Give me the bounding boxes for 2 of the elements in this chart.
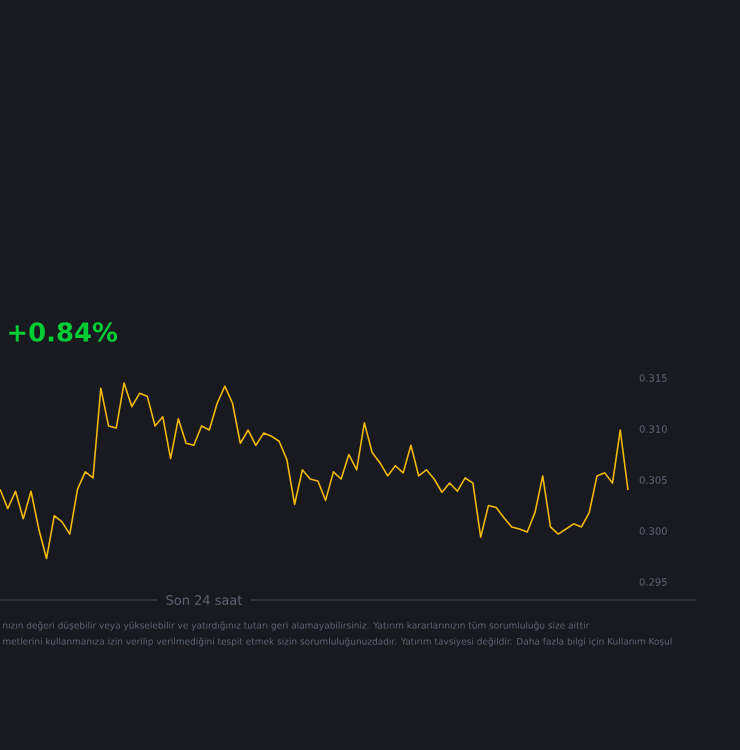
line-series	[0, 382, 629, 560]
chart-title: +0.84%	[9, 322, 118, 342]
